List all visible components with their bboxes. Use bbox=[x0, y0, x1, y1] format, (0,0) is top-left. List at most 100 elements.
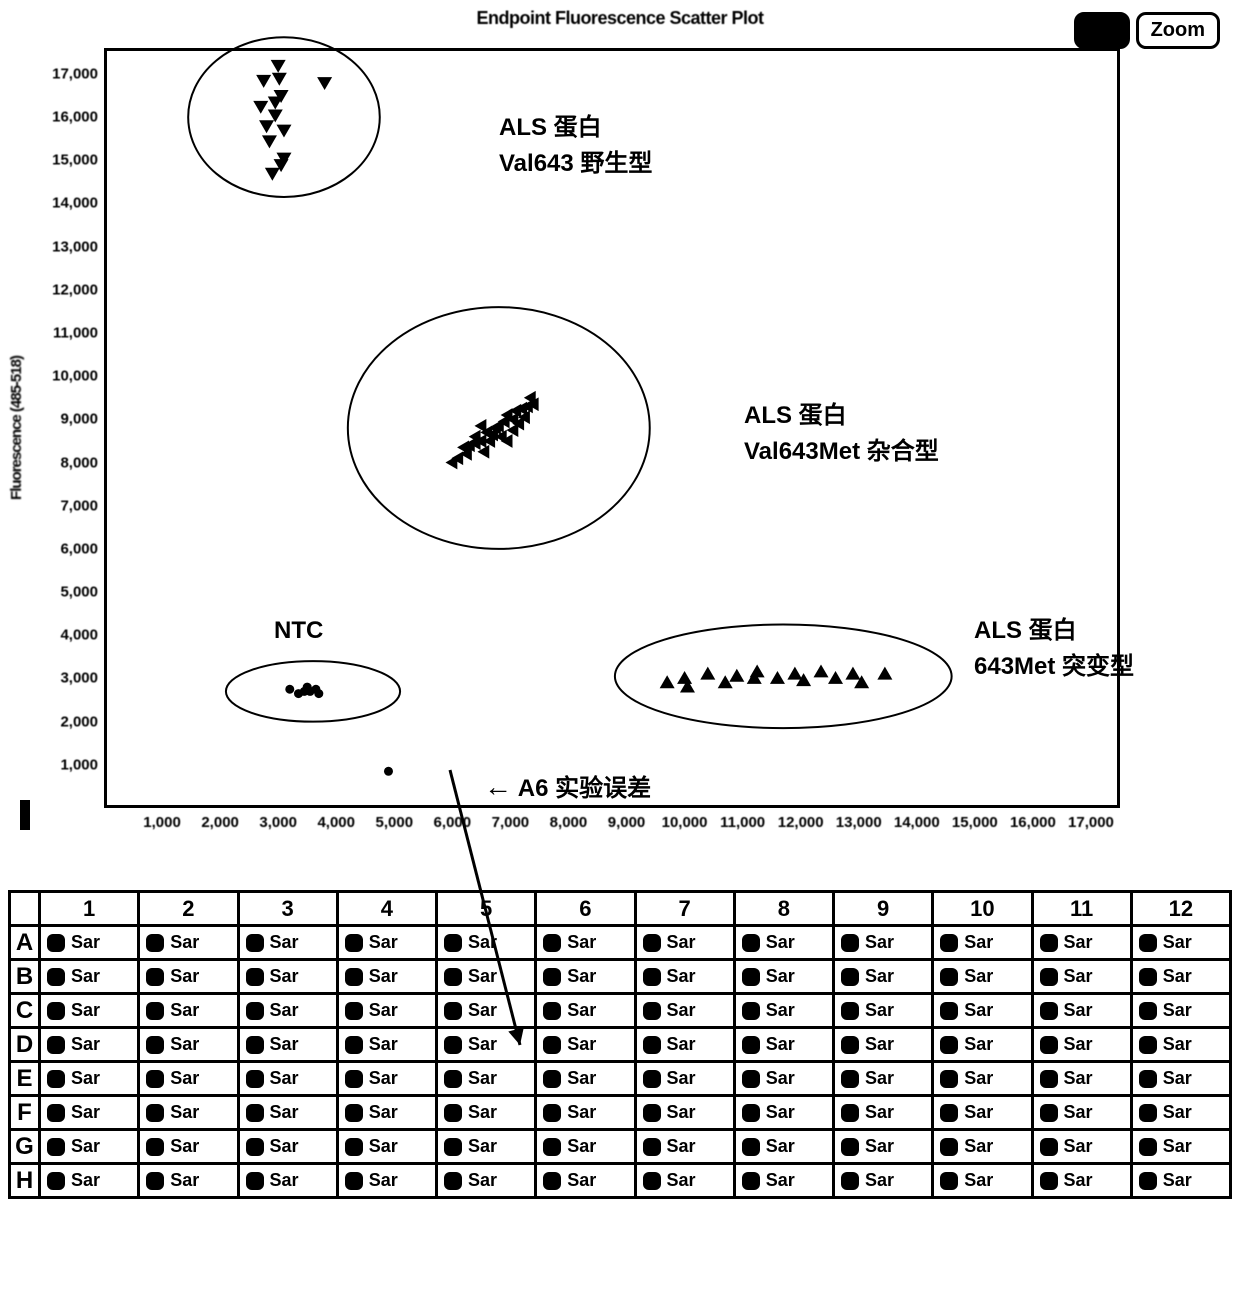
plate-well[interactable]: Sar bbox=[437, 994, 536, 1028]
well-label: Sar bbox=[1064, 1068, 1093, 1089]
plate-well[interactable]: Sar bbox=[437, 1164, 536, 1198]
plate-well[interactable]: Sar bbox=[933, 1130, 1032, 1164]
plate-well[interactable]: Sar bbox=[536, 1028, 635, 1062]
plate-well[interactable]: Sar bbox=[1032, 1062, 1131, 1096]
plate-well[interactable]: Sar bbox=[635, 1164, 734, 1198]
plate-well[interactable]: Sar bbox=[337, 1164, 436, 1198]
plate-well[interactable]: Sar bbox=[1131, 994, 1230, 1028]
plate-well[interactable]: Sar bbox=[437, 926, 536, 960]
plate-well[interactable]: Sar bbox=[1032, 1028, 1131, 1062]
plate-well[interactable]: Sar bbox=[238, 1096, 337, 1130]
plate-well[interactable]: Sar bbox=[437, 960, 536, 994]
plate-well[interactable]: Sar bbox=[238, 1028, 337, 1062]
plate-well[interactable]: Sar bbox=[437, 1062, 536, 1096]
well-status-icon bbox=[543, 1002, 561, 1020]
plate-well[interactable]: Sar bbox=[933, 1096, 1032, 1130]
plate-well[interactable]: Sar bbox=[139, 926, 238, 960]
plate-well[interactable]: Sar bbox=[40, 1096, 139, 1130]
plate-well[interactable]: Sar bbox=[834, 1028, 933, 1062]
plate-well[interactable]: Sar bbox=[40, 994, 139, 1028]
plate-well[interactable]: Sar bbox=[437, 1028, 536, 1062]
plate-well[interactable]: Sar bbox=[635, 1062, 734, 1096]
plate-well[interactable]: Sar bbox=[238, 1164, 337, 1198]
plate-well[interactable]: Sar bbox=[40, 926, 139, 960]
plate-well[interactable]: Sar bbox=[238, 1062, 337, 1096]
plate-well[interactable]: Sar bbox=[40, 1062, 139, 1096]
plate-well[interactable]: Sar bbox=[933, 1164, 1032, 1198]
plate-well[interactable]: Sar bbox=[536, 1096, 635, 1130]
plate-well[interactable]: Sar bbox=[635, 994, 734, 1028]
plate-well[interactable]: Sar bbox=[933, 926, 1032, 960]
plate-well[interactable]: Sar bbox=[734, 960, 833, 994]
plate-well[interactable]: Sar bbox=[337, 1096, 436, 1130]
plate-well[interactable]: Sar bbox=[933, 1062, 1032, 1096]
plate-well[interactable]: Sar bbox=[635, 1130, 734, 1164]
plate-well[interactable]: Sar bbox=[536, 926, 635, 960]
plate-well[interactable]: Sar bbox=[834, 994, 933, 1028]
plate-well[interactable]: Sar bbox=[238, 1130, 337, 1164]
plate-well[interactable]: Sar bbox=[734, 1096, 833, 1130]
plate-well[interactable]: Sar bbox=[238, 960, 337, 994]
plate-well[interactable]: Sar bbox=[834, 960, 933, 994]
plate-well[interactable]: Sar bbox=[734, 1028, 833, 1062]
plate-well[interactable]: Sar bbox=[536, 1130, 635, 1164]
plate-well[interactable]: Sar bbox=[1131, 1096, 1230, 1130]
plate-well[interactable]: Sar bbox=[40, 1164, 139, 1198]
plate-well[interactable]: Sar bbox=[734, 1164, 833, 1198]
plate-well[interactable]: Sar bbox=[337, 1130, 436, 1164]
plate-well[interactable]: Sar bbox=[1131, 1130, 1230, 1164]
plate-well[interactable]: Sar bbox=[536, 1164, 635, 1198]
plate-well[interactable]: Sar bbox=[337, 1062, 436, 1096]
plate-well[interactable]: Sar bbox=[834, 1130, 933, 1164]
plate-well[interactable]: Sar bbox=[1131, 926, 1230, 960]
plate-well[interactable]: Sar bbox=[1131, 960, 1230, 994]
plate-well[interactable]: Sar bbox=[635, 1028, 734, 1062]
plate-well[interactable]: Sar bbox=[635, 926, 734, 960]
plate-well[interactable]: Sar bbox=[1032, 1164, 1131, 1198]
plate-well[interactable]: Sar bbox=[734, 926, 833, 960]
plate-well[interactable]: Sar bbox=[933, 960, 1032, 994]
zoom-mode-button[interactable] bbox=[1074, 12, 1130, 49]
plate-well[interactable]: Sar bbox=[139, 960, 238, 994]
plate-well[interactable]: Sar bbox=[337, 1028, 436, 1062]
plate-well[interactable]: Sar bbox=[139, 1062, 238, 1096]
plate-well[interactable]: Sar bbox=[1032, 1096, 1131, 1130]
plate-well[interactable]: Sar bbox=[40, 1028, 139, 1062]
plate-well[interactable]: Sar bbox=[536, 994, 635, 1028]
plate-well[interactable]: Sar bbox=[40, 960, 139, 994]
plate-well[interactable]: Sar bbox=[337, 960, 436, 994]
plate-well[interactable]: Sar bbox=[834, 1096, 933, 1130]
plate-well[interactable]: Sar bbox=[536, 1062, 635, 1096]
plate-well[interactable]: Sar bbox=[536, 960, 635, 994]
plate-well[interactable]: Sar bbox=[437, 1096, 536, 1130]
plate-well[interactable]: Sar bbox=[437, 1130, 536, 1164]
plate-well[interactable]: Sar bbox=[139, 994, 238, 1028]
plate-well[interactable]: Sar bbox=[238, 994, 337, 1028]
plate-well[interactable]: Sar bbox=[1131, 1164, 1230, 1198]
plate-well[interactable]: Sar bbox=[139, 1028, 238, 1062]
plate-well[interactable]: Sar bbox=[238, 926, 337, 960]
plate-well[interactable]: Sar bbox=[139, 1164, 238, 1198]
plate-well[interactable]: Sar bbox=[1032, 994, 1131, 1028]
plate-well[interactable]: Sar bbox=[933, 994, 1032, 1028]
plate-well[interactable]: Sar bbox=[337, 994, 436, 1028]
plate-well[interactable]: Sar bbox=[635, 1096, 734, 1130]
plate-well[interactable]: Sar bbox=[734, 994, 833, 1028]
plate-well[interactable]: Sar bbox=[1032, 960, 1131, 994]
plate-well[interactable]: Sar bbox=[933, 1028, 1032, 1062]
plate-well[interactable]: Sar bbox=[139, 1096, 238, 1130]
plate-well[interactable]: Sar bbox=[834, 1164, 933, 1198]
plate-well[interactable]: Sar bbox=[40, 1130, 139, 1164]
plate-well[interactable]: Sar bbox=[734, 1062, 833, 1096]
plate-well[interactable]: Sar bbox=[834, 1062, 933, 1096]
plate-well[interactable]: Sar bbox=[734, 1130, 833, 1164]
plate-well[interactable]: Sar bbox=[1032, 926, 1131, 960]
zoom-button[interactable]: Zoom bbox=[1136, 12, 1220, 49]
plate-well[interactable]: Sar bbox=[635, 960, 734, 994]
plate-well[interactable]: Sar bbox=[139, 1130, 238, 1164]
plate-well[interactable]: Sar bbox=[1131, 1028, 1230, 1062]
plate-well[interactable]: Sar bbox=[1032, 1130, 1131, 1164]
plate-well[interactable]: Sar bbox=[834, 926, 933, 960]
plate-well[interactable]: Sar bbox=[337, 926, 436, 960]
plate-well[interactable]: Sar bbox=[1131, 1062, 1230, 1096]
